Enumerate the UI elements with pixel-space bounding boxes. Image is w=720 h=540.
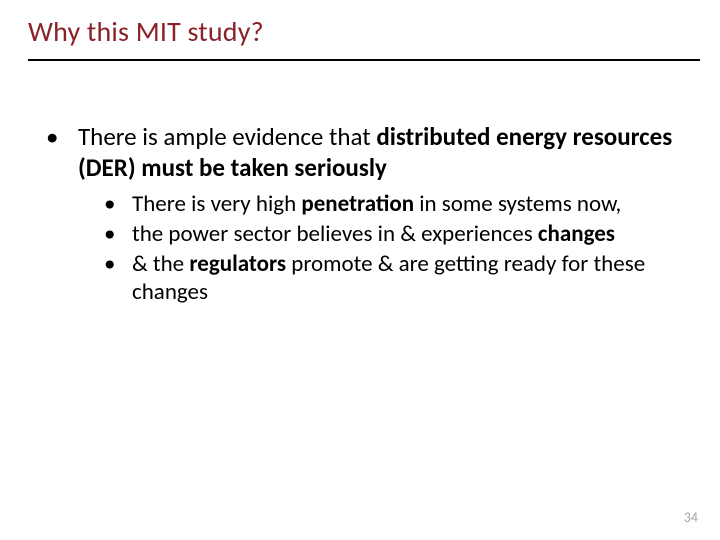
list-item: •There is ample evidence that distribute… — [40, 121, 700, 184]
text-run: There is very high — [132, 190, 301, 218]
text-run: There is ample evidence that — [78, 121, 376, 152]
bullets-level2: •There is very high penetration in some … — [40, 190, 700, 306]
text-run: regulators — [189, 250, 286, 278]
list-item-text: the power sector believes in & experienc… — [132, 220, 700, 248]
list-item-text: There is very high penetration in some s… — [132, 190, 700, 218]
list-item-text: There is ample evidence that distributed… — [78, 121, 700, 184]
slide-body: •There is ample evidence that distribute… — [28, 121, 700, 306]
text-run: penetration — [301, 190, 414, 218]
text-run: in some systems now, — [414, 190, 621, 218]
text-run: & the — [132, 250, 189, 278]
bullet-icon: • — [100, 190, 132, 218]
text-run: changes — [538, 220, 615, 248]
list-item: •& the regulators promote & are getting … — [100, 250, 700, 306]
list-item: •the power sector believes in & experien… — [100, 220, 700, 248]
text-run: the power sector believes in & experienc… — [132, 220, 538, 248]
list-item: •There is very high penetration in some … — [100, 190, 700, 218]
slide-title: Why this MIT study? — [28, 14, 700, 61]
bullet-icon: • — [40, 121, 78, 184]
slide: Why this MIT study? •There is ample evid… — [0, 0, 720, 540]
list-item-text: & the regulators promote & are getting r… — [132, 250, 700, 306]
bullet-icon: • — [100, 250, 132, 306]
bullet-icon: • — [100, 220, 132, 248]
page-number: 34 — [684, 509, 698, 526]
bullets-level1: •There is ample evidence that distribute… — [40, 121, 700, 184]
